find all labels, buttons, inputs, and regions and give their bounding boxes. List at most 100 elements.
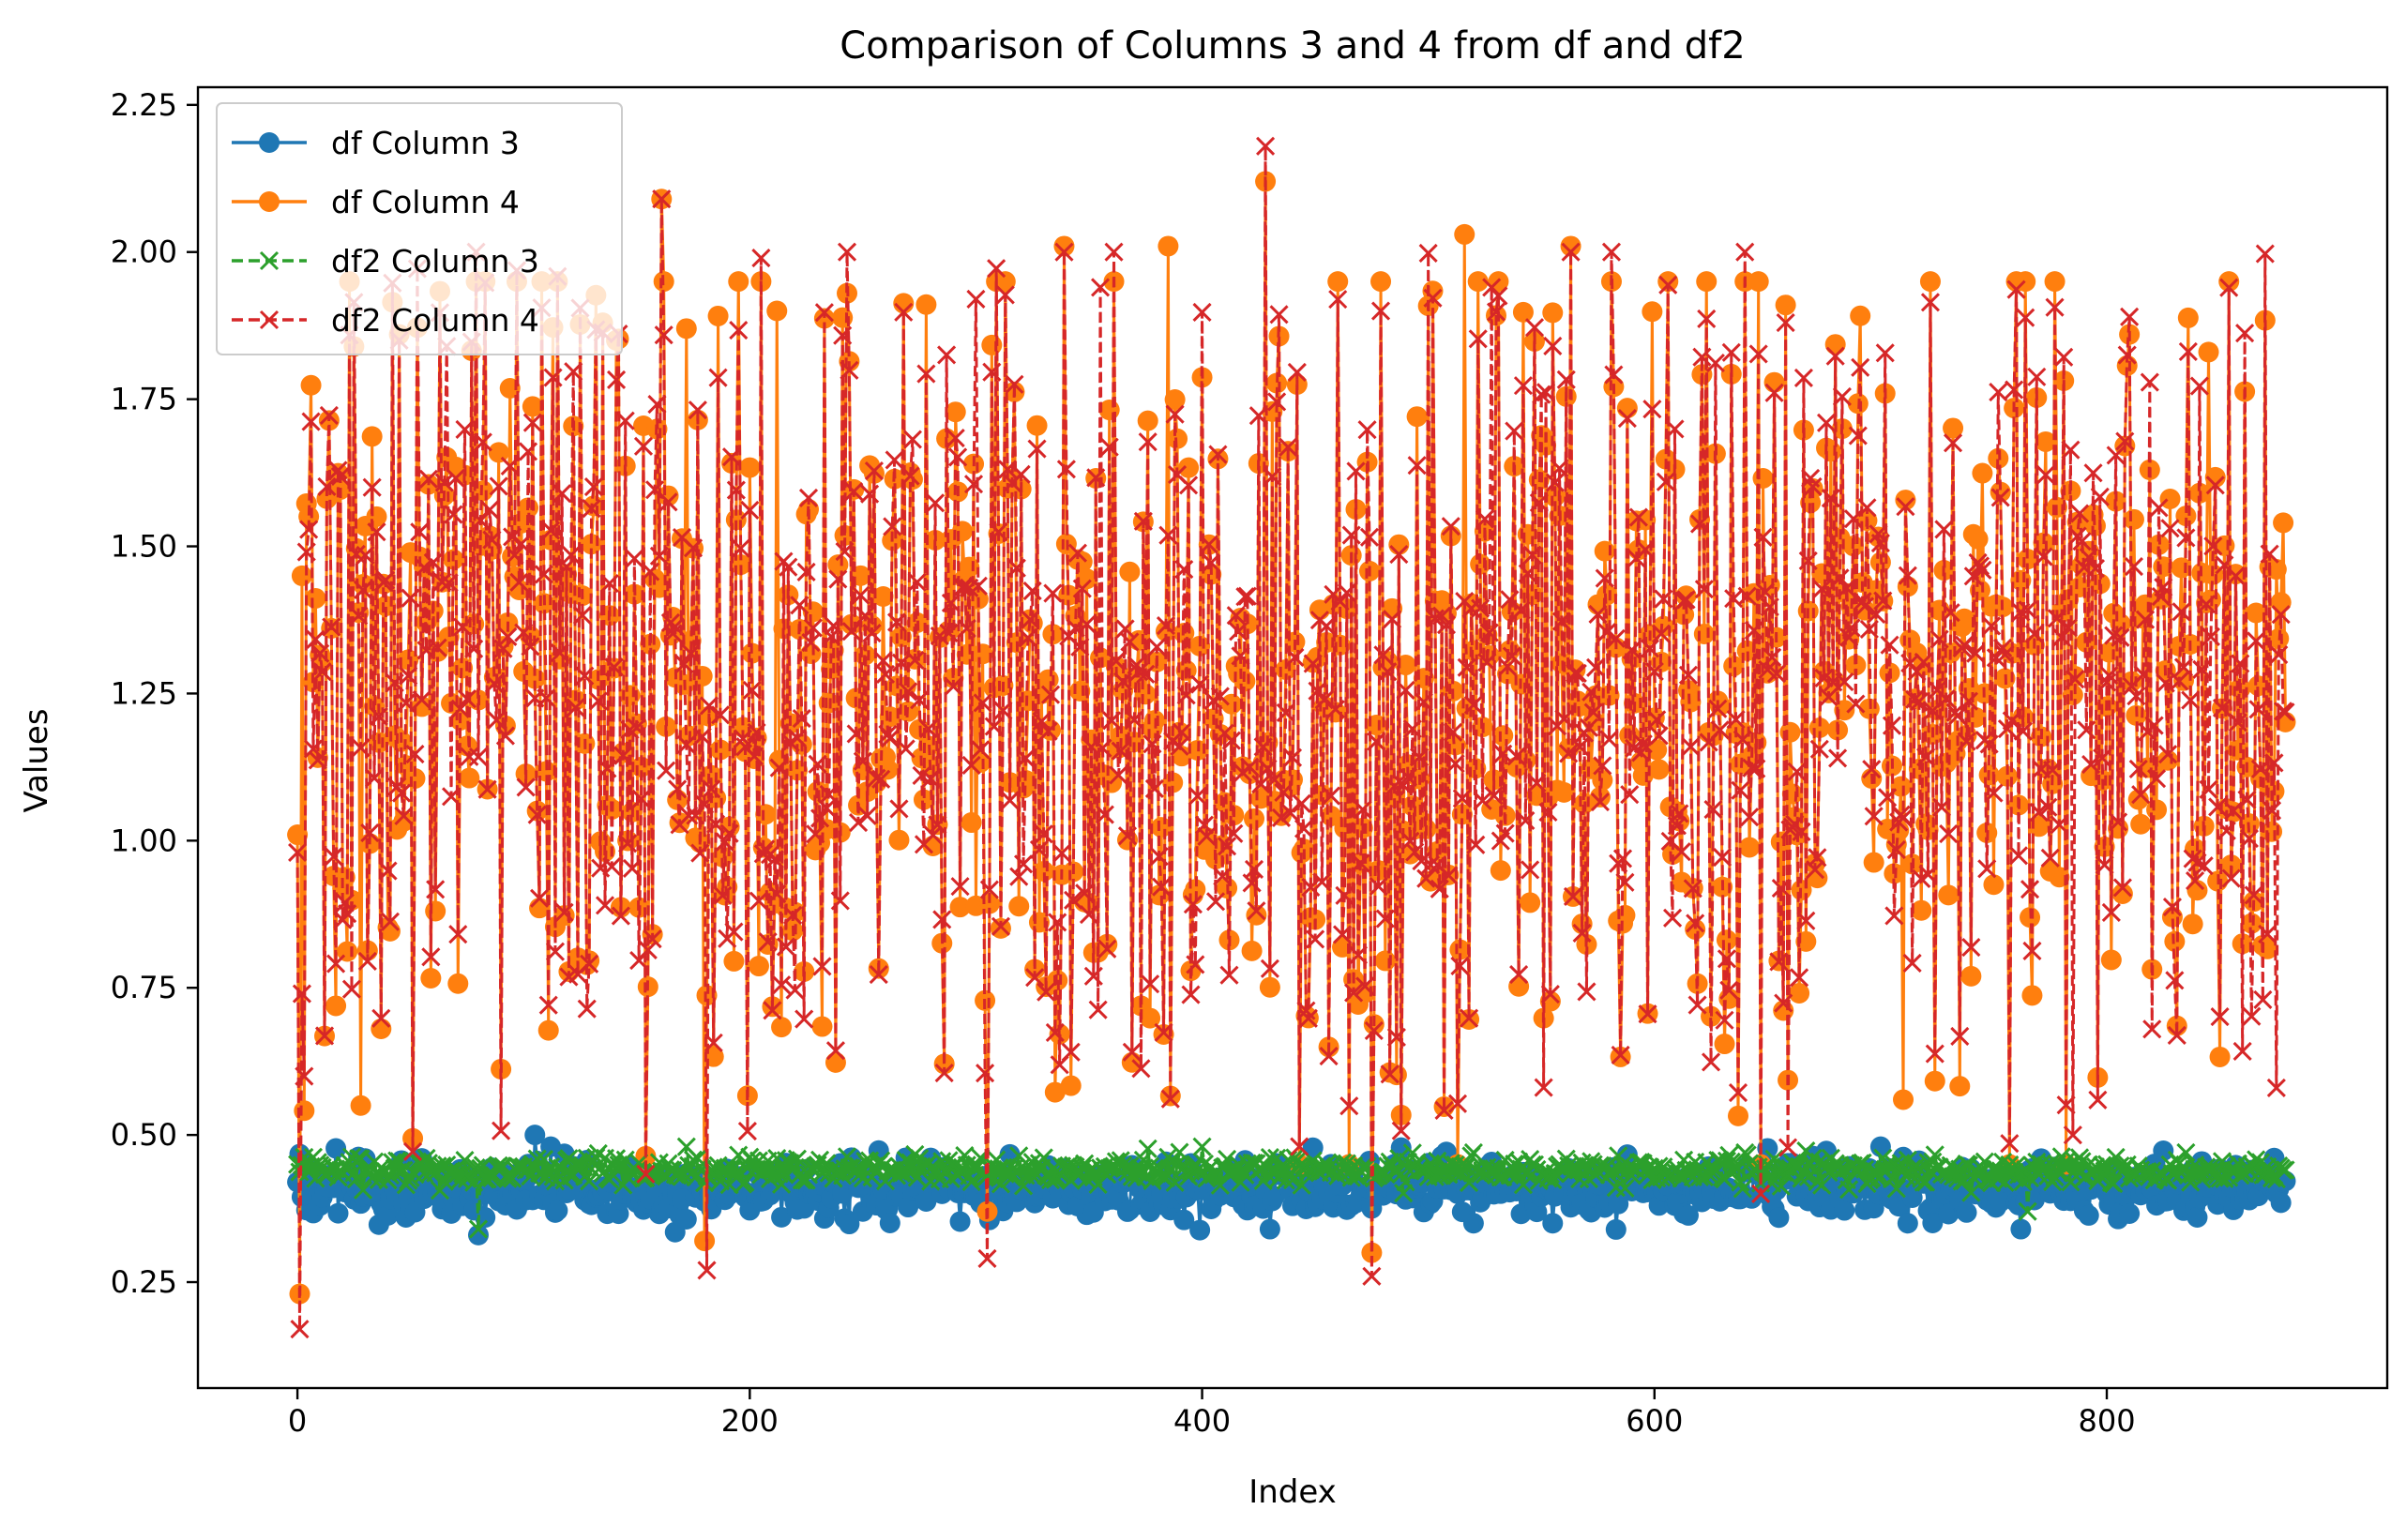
- legend: df Column 3 df Column 4 df2 Column 3 df2 Co…: [216, 102, 623, 355]
- data-point: [1259, 1218, 1280, 1240]
- data-point: [298, 506, 320, 527]
- data-point: [1327, 271, 1349, 293]
- data-point: [748, 956, 769, 977]
- data-point: [839, 1214, 860, 1235]
- x-tick-label: 600: [1626, 1403, 1683, 1439]
- y-axis-label: Values: [18, 708, 55, 812]
- data-point: [1897, 1213, 1918, 1234]
- plot-series: [287, 136, 2296, 1339]
- data-point: [420, 968, 442, 989]
- data-point: [1605, 1218, 1627, 1240]
- data-point: [888, 829, 910, 851]
- data-point: [879, 1213, 900, 1234]
- x-axis-label: Index: [1248, 1473, 1337, 1511]
- data-point: [291, 565, 312, 586]
- data-point: [728, 271, 749, 293]
- data-point: [915, 1191, 937, 1213]
- data-point: [2209, 1046, 2231, 1067]
- data-point: [1374, 950, 1396, 972]
- data-point: [694, 1230, 716, 1252]
- data-point: [305, 587, 326, 609]
- data-point: [1454, 223, 1475, 245]
- data-point: [350, 1095, 371, 1116]
- data-point: [2270, 592, 2292, 613]
- data-point: [1388, 534, 1410, 555]
- data-point: [1642, 301, 1663, 323]
- data-point: [1259, 976, 1280, 998]
- data-point: [1893, 1089, 1914, 1110]
- data-point: [949, 1211, 971, 1232]
- data-point: [1775, 294, 1796, 316]
- data-point: [1728, 1105, 1748, 1126]
- data-point: [1763, 371, 1785, 393]
- data-point: [1189, 1219, 1211, 1241]
- data-point: [1241, 940, 1263, 961]
- data-point: [2010, 1218, 2032, 1240]
- data-point: [1901, 1186, 1923, 1208]
- data-point: [1060, 1075, 1082, 1096]
- legend-label: df2 Column 4: [331, 302, 539, 339]
- data-point: [325, 1138, 347, 1159]
- data-point: [1922, 1212, 1944, 1233]
- legend-marker: [259, 191, 280, 212]
- data-point: [1119, 561, 1141, 582]
- data-point: [800, 643, 822, 664]
- data-point: [961, 812, 982, 834]
- data-point: [1716, 929, 1737, 951]
- data-point: [1508, 975, 1530, 997]
- data-point: [1370, 271, 1392, 293]
- data-point: [1244, 808, 1265, 829]
- data-point: [1739, 837, 1761, 858]
- data-point: [488, 442, 509, 463]
- data-point: [1834, 1200, 1855, 1221]
- data-point: [915, 294, 937, 315]
- data-point: [2270, 1192, 2292, 1214]
- data-point: [825, 1051, 846, 1073]
- data-point: [2078, 1204, 2099, 1226]
- data-point: [1748, 271, 1769, 293]
- data-point: [675, 1209, 697, 1230]
- data-point: [1972, 462, 1993, 484]
- data-point: [1178, 457, 1200, 478]
- data-point: [707, 305, 729, 326]
- data-point: [1520, 892, 1541, 913]
- data-point: [300, 374, 322, 396]
- data-point: [1693, 623, 1715, 644]
- data-point: [1220, 693, 1242, 715]
- data-point: [2130, 813, 2152, 835]
- x-tick-label: 0: [288, 1403, 307, 1439]
- y-tick-label: 0.75: [111, 970, 177, 1005]
- data-point: [1863, 852, 1884, 873]
- axes: 0 200 400 600 800 0.25 0.50 0.75 1.00 1.25 1.50 1.7…: [111, 87, 2136, 1439]
- data-point: [2153, 1140, 2174, 1161]
- data-point: [327, 1202, 349, 1224]
- data-point: [1990, 1191, 2011, 1213]
- data-point: [1696, 271, 1717, 293]
- data-point: [1302, 1137, 1324, 1158]
- data-point: [2273, 512, 2294, 534]
- y-tick-label: 2.00: [111, 234, 177, 270]
- data-point: [2123, 508, 2144, 530]
- data-point: [1850, 305, 1871, 326]
- data-point: [1037, 669, 1059, 690]
- data-point: [2159, 489, 2181, 509]
- legend-label: df Column 4: [331, 184, 520, 220]
- data-point: [325, 995, 347, 1017]
- data-point: [1677, 1204, 1699, 1226]
- data-point: [981, 334, 1003, 355]
- data-point: [1949, 1076, 1971, 1097]
- data-point: [1026, 415, 1048, 436]
- data-point: [2119, 1202, 2141, 1224]
- data-point: [1512, 301, 1534, 323]
- y-tick-label: 1.00: [111, 823, 177, 858]
- data-point: [766, 300, 788, 322]
- data-point: [371, 1018, 392, 1039]
- y-tick-label: 0.50: [111, 1117, 177, 1153]
- data-point: [1648, 759, 1670, 780]
- data-point: [1542, 302, 1564, 324]
- data-point: [1714, 1034, 1735, 1055]
- data-point: [1264, 1185, 1285, 1207]
- data-point: [2182, 913, 2203, 935]
- data-point: [1406, 406, 1428, 428]
- data-point: [1924, 1070, 1945, 1092]
